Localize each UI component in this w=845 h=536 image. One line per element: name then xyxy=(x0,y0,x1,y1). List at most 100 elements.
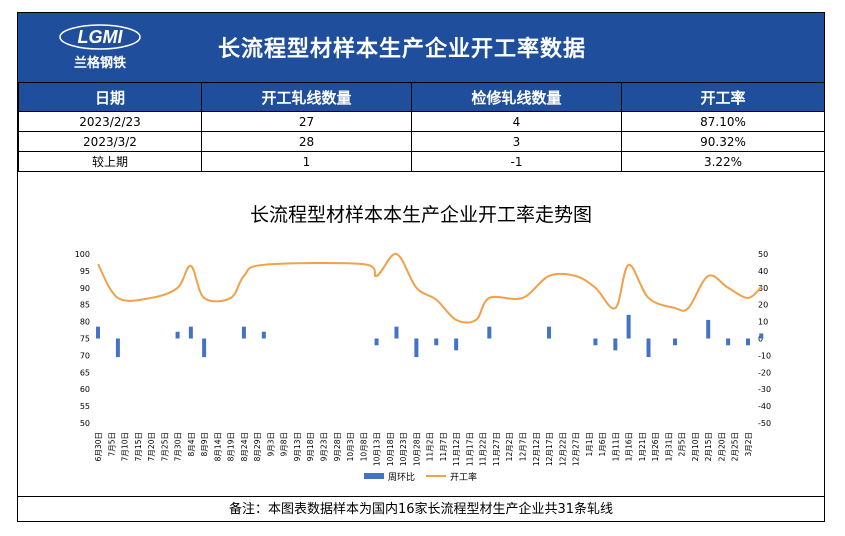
x-axis-tick-label: 7月10日 xyxy=(121,432,130,461)
x-axis-tick-label: 1月31日 xyxy=(664,432,673,461)
left-axis-tick-label: 90 xyxy=(80,284,90,293)
x-axis-tick-label: 8月14日 xyxy=(213,432,222,461)
bar xyxy=(547,326,552,339)
lgmi-logo: LGMI 兰格钢铁 xyxy=(59,24,141,71)
bar xyxy=(646,338,651,358)
table-row: 2023/3/2 28 3 90.32% xyxy=(18,131,825,152)
left-axis-tick-label: 70 xyxy=(80,351,90,360)
table-row: 2023/2/23 27 4 87.10% xyxy=(18,111,825,132)
right-axis-tick-label: -20 xyxy=(758,368,771,377)
bar xyxy=(175,331,180,339)
cell-date: 较上期 xyxy=(18,151,202,172)
cell-date: 2023/3/2 xyxy=(18,131,202,152)
right-axis-tick-label: -10 xyxy=(758,351,771,360)
right-axis-tick-label: 50 xyxy=(758,250,768,259)
right-axis-tick-label: 30 xyxy=(758,284,768,293)
bar xyxy=(706,319,711,339)
column-header-running-lines: 开工轧线数量 xyxy=(201,82,412,112)
x-axis-tick-label: 11月22日 xyxy=(479,432,488,466)
left-axis-tick-label: 95 xyxy=(80,267,90,276)
x-axis-tick-label: 11月12日 xyxy=(452,432,461,466)
right-axis-tick-label: 40 xyxy=(758,267,768,276)
x-axis-tick-label: 12月22日 xyxy=(558,432,567,466)
x-axis-tick-label: 12月12日 xyxy=(532,432,541,466)
chart-title: 长流程型材样本本生产企业开工率走势图 xyxy=(250,204,592,226)
x-axis-tick-label: 10月8日 xyxy=(359,432,368,461)
cell-running-lines: 27 xyxy=(201,111,412,132)
x-axis-tick-label: 1月16日 xyxy=(625,432,634,461)
right-axis-tick-label: -40 xyxy=(758,402,771,411)
cell-date: 2023/2/23 xyxy=(18,111,202,132)
report-title: 长流程型材样本生产企业开工率数据 xyxy=(218,37,587,62)
x-axis-tick-label: 8月9日 xyxy=(200,432,209,457)
cell-utilization-rate: 3.22% xyxy=(621,151,825,172)
left-axis-tick-label: 55 xyxy=(80,402,90,411)
left-axis-tick-label: 65 xyxy=(80,368,90,377)
chart-legend: 周环比 开工率 xyxy=(364,471,477,483)
x-axis-tick-label: 7月15日 xyxy=(134,432,143,461)
x-axis-tick-label: 7月25日 xyxy=(160,432,169,461)
x-axis-tick-label: 10月3日 xyxy=(346,432,355,461)
x-axis-tick-label: 10月23日 xyxy=(399,432,408,466)
right-axis-tick-label: 20 xyxy=(758,301,768,310)
x-axis: 6月30日 7月5日 7月10日 7月15日 7月20日 7月25日 7月30日 8月4日 8月… xyxy=(94,432,753,466)
x-axis-tick-label: 9月18日 xyxy=(306,432,315,461)
bar xyxy=(593,338,598,346)
utilization-line xyxy=(97,253,762,324)
table-header-row: 日期 开工轧线数量 检修轧线数量 开工率 xyxy=(18,82,825,112)
x-axis-tick-label: 12月17日 xyxy=(545,432,554,466)
x-axis-tick-label: 7月5日 xyxy=(107,432,116,457)
x-axis-tick-label: 12月7日 xyxy=(518,432,527,461)
x-axis-tick-label: 9月23日 xyxy=(320,432,329,461)
x-axis-tick-label: 2月5日 xyxy=(678,432,687,457)
x-axis-tick-label: 2月15日 xyxy=(704,432,713,461)
x-axis-tick-label: 12月2日 xyxy=(505,432,514,461)
column-header-utilization-rate: 开工率 xyxy=(621,82,825,112)
x-axis-tick-label: 11月7日 xyxy=(439,432,448,461)
x-axis-tick-label: 10月13日 xyxy=(373,432,382,466)
legend-bar-swatch xyxy=(364,473,384,479)
bar xyxy=(394,326,399,339)
x-axis-tick-label: 12月27日 xyxy=(572,432,581,466)
logo-subtext: 兰格钢铁 xyxy=(74,55,126,71)
x-axis-tick-label: 9月28日 xyxy=(333,432,342,461)
x-axis-tick-label: 1月26日 xyxy=(651,432,660,461)
left-axis: 50 55 60 65 70 75 80 85 90 95 100 xyxy=(75,250,90,428)
legend-bar-label: 周环比 xyxy=(388,471,415,483)
left-axis-tick-label: 50 xyxy=(80,419,90,428)
right-axis-tick-label: -50 xyxy=(758,419,771,428)
bar xyxy=(434,338,439,346)
x-axis-tick-label: 10月28日 xyxy=(412,432,421,466)
x-axis-tick-label: 11月27日 xyxy=(492,432,501,466)
cell-utilization-rate: 90.32% xyxy=(621,131,825,152)
column-header-date: 日期 xyxy=(18,82,202,112)
x-axis-tick-label: 2月25日 xyxy=(731,432,740,461)
cell-running-lines: 28 xyxy=(201,131,412,152)
bar xyxy=(454,338,459,351)
x-axis-tick-label: 1月6日 xyxy=(598,432,607,457)
left-axis-tick-label: 60 xyxy=(80,385,90,394)
x-axis-tick-label: 9月13日 xyxy=(293,432,302,461)
bar xyxy=(626,314,631,339)
footnote: 备注：本图表数据样本为国内16家长流程型材生产企业共31条轧线 xyxy=(18,496,824,523)
right-axis-tick-label: 0 xyxy=(758,335,763,344)
x-axis-tick-label: 9月3日 xyxy=(266,432,275,457)
x-axis-tick-label: 3月2日 xyxy=(744,432,753,457)
cell-maintenance-lines: 4 xyxy=(411,111,622,132)
x-axis-tick-label: 11月2日 xyxy=(426,432,435,461)
cell-maintenance-lines: -1 xyxy=(411,151,622,172)
bar xyxy=(746,338,750,346)
right-axis: -50 -40 -30 -20 -10 0 10 20 30 40 50 xyxy=(758,250,771,428)
bar xyxy=(96,326,100,339)
legend-line-label: 开工率 xyxy=(450,471,477,483)
report-header: LGMI 兰格钢铁 长流程型材样本生产企业开工率数据 xyxy=(18,13,824,83)
table-row: 较上期 1 -1 3.22% xyxy=(18,151,825,172)
bar xyxy=(759,333,764,339)
x-axis-tick-label: 7月20日 xyxy=(147,432,156,461)
right-axis-tick-label: -30 xyxy=(758,385,771,394)
bar xyxy=(726,338,731,346)
right-axis-tick-label: 10 xyxy=(758,318,768,327)
x-axis-tick-label: 2月20日 xyxy=(717,432,726,461)
left-axis-tick-label: 100 xyxy=(75,250,90,259)
x-axis-tick-label: 11月17日 xyxy=(465,432,474,466)
